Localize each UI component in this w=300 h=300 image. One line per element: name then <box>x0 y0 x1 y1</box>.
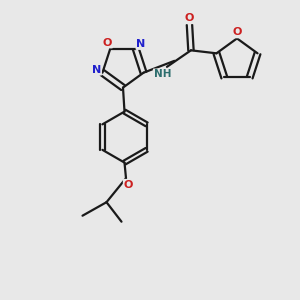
Text: O: O <box>232 27 242 38</box>
Text: NH: NH <box>154 69 171 79</box>
Text: O: O <box>124 180 133 190</box>
Text: N: N <box>92 65 101 75</box>
Text: O: O <box>185 13 194 23</box>
Text: O: O <box>103 38 112 47</box>
Text: N: N <box>136 39 146 49</box>
